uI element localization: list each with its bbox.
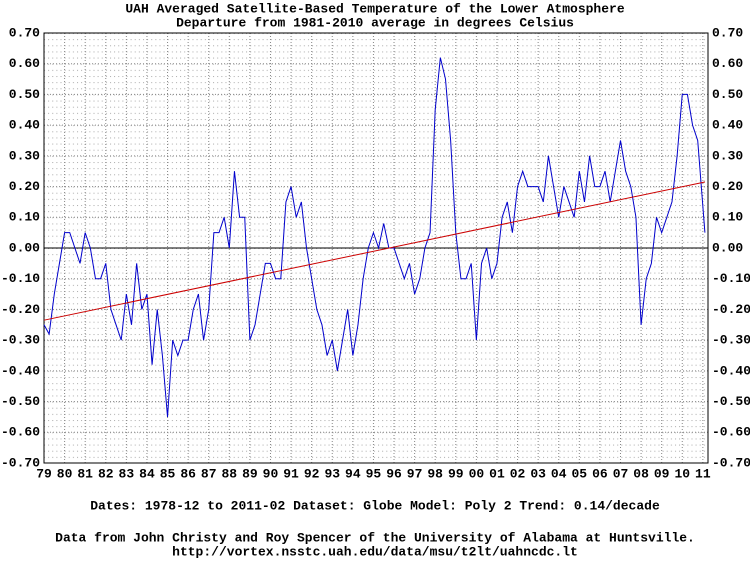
y2-tick-label: -0.40: [712, 363, 750, 378]
y2-tick-label: 0.30: [712, 148, 743, 163]
x-tick-label: 97: [407, 466, 423, 481]
x-tick-label: 80: [57, 466, 73, 481]
x-tick-label: 81: [77, 466, 93, 481]
series-line: [43, 57, 706, 417]
y2-tick-label: -0.30: [712, 333, 750, 348]
x-tick-label: 01: [489, 466, 505, 481]
y2-tick-label: -0.60: [712, 425, 750, 440]
y-tick-label: -0.60: [1, 425, 40, 440]
y2-tick-label: -0.70: [712, 455, 750, 470]
x-tick-label: 91: [283, 466, 299, 481]
x-tick-label: 87: [201, 466, 217, 481]
x-tick-label: 93: [324, 466, 340, 481]
x-tick-label: 88: [221, 466, 237, 481]
y-tick-label: -0.50: [1, 394, 40, 409]
y2-tick-label: 0.70: [712, 25, 743, 40]
x-tick-label: 09: [654, 466, 670, 481]
x-tick-label: 03: [530, 466, 546, 481]
y-tick-label: -0.30: [1, 333, 40, 348]
y-tick-label: 0.00: [9, 240, 40, 255]
y2-tick-label: 0.40: [712, 118, 743, 133]
x-tick-label: 83: [119, 466, 135, 481]
x-tick-label: 86: [180, 466, 196, 481]
y2-tick-label: -0.10: [712, 271, 750, 286]
y2-tick-label: -0.50: [712, 394, 750, 409]
x-tick-label: 06: [592, 466, 608, 481]
x-tick-label: 02: [510, 466, 526, 481]
x-tick-label: 05: [572, 466, 588, 481]
y-tick-label: 0.10: [9, 210, 40, 225]
x-tick-label: 04: [551, 466, 567, 481]
y-tick-label: 0.60: [9, 56, 40, 71]
x-tick-label: 96: [386, 466, 402, 481]
x-tick-label: 95: [366, 466, 382, 481]
y2-tick-label: 0.60: [712, 56, 743, 71]
x-tick-label: 92: [304, 466, 320, 481]
y-tick-label: 0.50: [9, 87, 40, 102]
chart-subtitle: Departure from 1981-2010 average in degr…: [176, 15, 574, 30]
x-tick-label: 11: [695, 466, 711, 481]
y2-tick-label: 0.20: [712, 179, 743, 194]
x-tick-label: 07: [613, 466, 629, 481]
y2-tick-label: 0.10: [712, 210, 743, 225]
y2-tick-label: 0.50: [712, 87, 743, 102]
y2-tick-label: 0.00: [712, 240, 743, 255]
x-tick-label: 84: [139, 466, 155, 481]
x-tick-label: 00: [469, 466, 485, 481]
y-tick-label: 0.30: [9, 148, 40, 163]
x-tick-label: 94: [345, 466, 361, 481]
x-tick-label: 85: [160, 466, 176, 481]
series-line: [43, 181, 706, 321]
url: http://vortex.nsstc.uah.edu/data/msu/t2l…: [172, 544, 578, 559]
chart-title: UAH Averaged Satellite-Based Temperature…: [125, 1, 624, 16]
x-tick-label: 82: [98, 466, 114, 481]
x-tick-label: 79: [36, 466, 52, 481]
y-tick-label: 0.70: [9, 25, 40, 40]
x-tick-label: 08: [633, 466, 649, 481]
y-tick-label: -0.40: [1, 363, 40, 378]
plot-frame: [43, 32, 709, 464]
y-tick-label: 0.20: [9, 179, 40, 194]
y-tick-label: -0.70: [1, 455, 40, 470]
y-tick-label: -0.10: [1, 271, 40, 286]
footer: Dates: 1978-12 to 2011-02 Dataset: Globe…: [90, 498, 660, 513]
x-tick-label: 90: [263, 466, 279, 481]
x-tick-label: 98: [427, 466, 443, 481]
x-tick-label: 99: [448, 466, 464, 481]
y2-tick-label: -0.20: [712, 302, 750, 317]
credit: Data from John Christy and Roy Spencer o…: [55, 530, 695, 545]
y-tick-label: -0.20: [1, 302, 40, 317]
x-tick-label: 10: [674, 466, 690, 481]
y-tick-label: 0.40: [9, 118, 40, 133]
x-tick-label: 89: [242, 466, 258, 481]
